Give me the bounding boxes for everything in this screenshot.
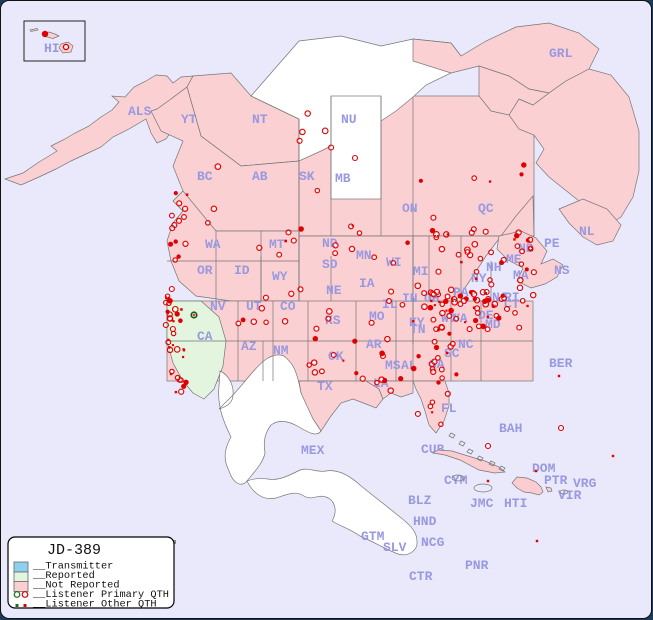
svg-text:BAH: BAH — [499, 421, 522, 436]
svg-text:MB: MB — [335, 171, 351, 186]
svg-text:MEX: MEX — [301, 443, 325, 458]
svg-text:ND: ND — [322, 236, 338, 251]
svg-text:JD-389: JD-389 — [47, 542, 101, 559]
svg-text:ID: ID — [234, 263, 250, 278]
svg-text:MN: MN — [356, 248, 372, 263]
svg-text:HND: HND — [413, 514, 437, 529]
svg-text:BLZ: BLZ — [408, 493, 432, 508]
svg-text:BC: BC — [197, 169, 213, 184]
svg-text:HTI: HTI — [504, 496, 527, 511]
svg-text:GTM: GTM — [361, 529, 385, 544]
svg-text:NU: NU — [341, 112, 357, 127]
svg-text:QC: QC — [478, 201, 494, 216]
svg-text:CTR: CTR — [409, 569, 433, 584]
svg-text:AR: AR — [366, 337, 382, 352]
svg-text:SLV: SLV — [383, 540, 407, 555]
svg-text:WY: WY — [272, 269, 288, 284]
svg-text:TN: TN — [410, 322, 426, 337]
svg-text:OR: OR — [197, 263, 213, 278]
svg-text:JMC: JMC — [470, 496, 494, 511]
svg-text:HI: HI — [44, 41, 60, 56]
svg-text:GRL: GRL — [549, 46, 573, 61]
svg-text:MT: MT — [269, 237, 285, 252]
svg-text:WA: WA — [205, 237, 221, 252]
svg-text:SK: SK — [299, 169, 315, 184]
svg-text:AB: AB — [252, 169, 268, 184]
svg-text:__Listener Other QTH: __Listener Other QTH — [32, 598, 157, 610]
svg-text:YT: YT — [181, 112, 197, 127]
svg-text:BER: BER — [549, 356, 573, 371]
svg-text:SD: SD — [322, 257, 338, 272]
svg-text:CUB: CUB — [421, 442, 445, 457]
svg-text:NT: NT — [252, 112, 268, 127]
svg-text:NM: NM — [273, 343, 289, 358]
svg-text:ALS: ALS — [128, 104, 152, 119]
svg-text:PNR: PNR — [465, 558, 489, 573]
svg-text:IA: IA — [359, 276, 375, 291]
svg-text:ON: ON — [402, 201, 418, 216]
svg-text:NC: NC — [458, 337, 474, 352]
svg-text:CA: CA — [197, 329, 213, 344]
svg-text:NV: NV — [210, 299, 226, 314]
svg-text:PE: PE — [544, 236, 560, 251]
svg-text:PTR: PTR — [544, 473, 568, 488]
svg-text:NS: NS — [554, 263, 570, 278]
svg-text:NE: NE — [326, 283, 342, 298]
svg-text:CO: CO — [280, 299, 296, 314]
svg-text:FL: FL — [441, 401, 457, 416]
svg-text:MI: MI — [413, 264, 429, 279]
svg-text:AZ: AZ — [241, 339, 257, 354]
svg-text:MS: MS — [385, 358, 401, 373]
svg-text:NCG: NCG — [421, 535, 445, 550]
svg-text:NL: NL — [579, 224, 595, 239]
svg-text:TX: TX — [317, 379, 333, 394]
